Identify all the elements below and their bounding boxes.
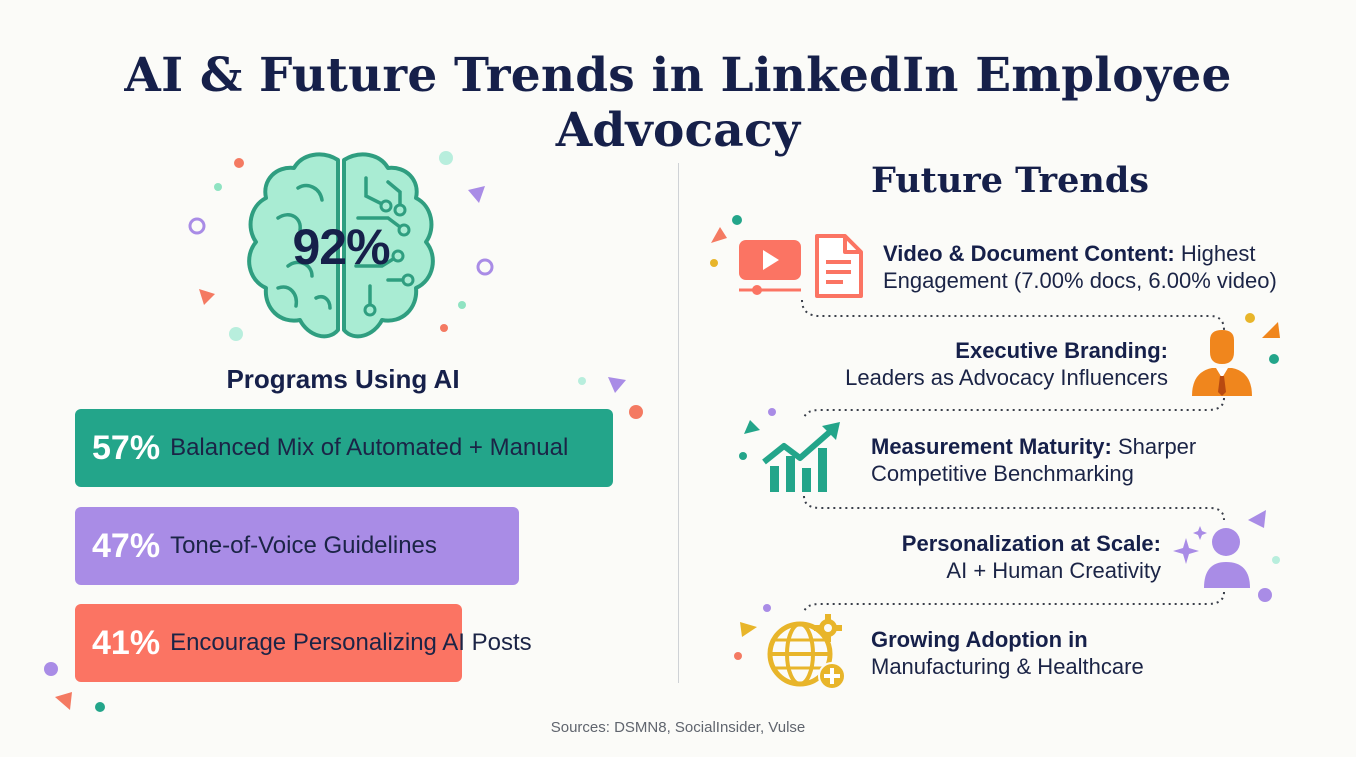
trend-text-line2: Competitive Benchmarking [871,461,1134,486]
trend-text-line2: Engagement (7.00% docs, 6.00% video) [883,268,1277,293]
trend-item: Video & Document Content: Highest Engage… [883,240,1277,294]
trend-text-line2: Leaders as Advocacy Influencers [845,365,1168,390]
headline-stat: 92% [292,219,390,275]
executive-icon [1192,330,1252,396]
trend-heading: Growing Adoption in [871,627,1088,652]
trend-heading: Measurement Maturity: [871,434,1112,459]
bar-category-label: Balanced Mix of Automated + Manual [170,434,569,461]
bar-value-label: 47% [92,526,161,565]
trend-heading: Executive Branding: [955,338,1168,363]
bar-value-label: 41% [92,623,161,662]
trend-text-line2: AI + Human Creativity [946,558,1161,583]
trend-item: Measurement Maturity: Sharper Competitiv… [871,433,1196,487]
headline-label: Programs Using AI [226,364,460,394]
trend-text: Highest [1180,241,1256,266]
future-trends-title: Future Trends [870,160,1150,201]
chart-bar-automated-manual: 57% Balanced Mix of Automated + Manual [75,409,613,487]
sources-footer: Sources: DSMN8, SocialInsider, Vulse [550,719,806,736]
page-title: AI & Future Trends in LinkedIn Employee … [124,48,1232,158]
video-document-icon [739,234,863,298]
bar-value-label: 57% [92,428,161,467]
chart-bar-tone-of-voice: 47% Tone-of-Voice Guidelines [75,507,519,585]
bar-category-label: Tone-of-Voice Guidelines [170,532,437,559]
trend-heading: Personalization at Scale: [901,531,1161,556]
brain-icon [247,152,435,339]
bar-category-label: Encourage Personalizing AI Posts [170,629,532,656]
trend-text-line2: Manufacturing & Healthcare [871,654,1144,679]
trend-text: Sharper [1117,434,1197,459]
trend-item: Executive Branding: Leaders as Advocacy … [760,337,1168,391]
globe-gear-plus-icon [767,614,846,690]
column-divider [678,163,679,683]
chart-bar-personalizing-ai: 41% Encourage Personalizing AI Posts [75,604,532,682]
growth-chart-icon [762,422,840,492]
trend-item: Growing Adoption in Manufacturing & Heal… [871,626,1144,680]
brain-graphic: 92% [238,148,444,348]
person-sparkle-icon [1173,526,1250,588]
trend-heading: Video & Document Content: [883,241,1175,266]
trend-item: Personalization at Scale: AI + Human Cre… [760,530,1161,584]
